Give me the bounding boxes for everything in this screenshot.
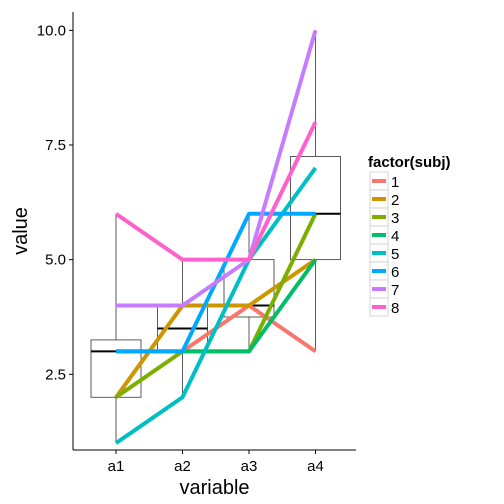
y-axis-ticks: 2.5 5.0 7.5 10.0 — [37, 22, 73, 383]
legend-label: 7 — [391, 282, 399, 299]
legend-item-3: 3 — [369, 207, 399, 227]
plot-area: a1 a2 a3 a4 2.5 5.0 7.5 10.0 — [37, 12, 356, 475]
box-iqr — [290, 156, 341, 261]
legend-item-8: 8 — [369, 297, 399, 317]
box-iqr — [223, 259, 275, 318]
legend-item-4: 4 — [369, 225, 399, 245]
box-iqr — [90, 339, 142, 398]
legend-label: 4 — [391, 228, 399, 245]
series-line-7 — [116, 29, 318, 308]
legend-item-5: 5 — [369, 243, 399, 263]
series-line-8 — [114, 121, 318, 262]
x-tick-label: a4 — [307, 458, 324, 475]
y-tick-label: 5.0 — [45, 252, 66, 269]
x-tick-label: a3 — [241, 458, 258, 475]
legend-label: 2 — [391, 192, 399, 209]
x-axis-ticks: a1 a2 a3 a4 — [108, 450, 324, 475]
legend-item-2: 2 — [369, 189, 399, 209]
x-tick-label: a2 — [174, 458, 191, 475]
x-axis-title: variable — [179, 477, 249, 499]
y-tick-label: 7.5 — [45, 137, 66, 154]
series-lines — [114, 29, 318, 445]
legend-item-1: 1 — [369, 171, 399, 191]
boxplot-a1 — [90, 213, 142, 444]
legend-label: 3 — [391, 210, 399, 227]
legend-item-6: 6 — [369, 261, 399, 281]
legend-item-7: 7 — [369, 279, 399, 299]
legend-label: 6 — [391, 264, 399, 281]
legend-label: 5 — [391, 246, 399, 263]
y-tick-label: 10.0 — [37, 22, 66, 39]
legend-title: factor(subj) — [368, 154, 451, 171]
legend-label: 1 — [391, 174, 399, 191]
legend-label: 8 — [391, 300, 399, 317]
y-tick-label: 2.5 — [45, 366, 66, 383]
x-tick-label: a1 — [108, 458, 125, 475]
y-axis-title: value — [10, 207, 32, 255]
